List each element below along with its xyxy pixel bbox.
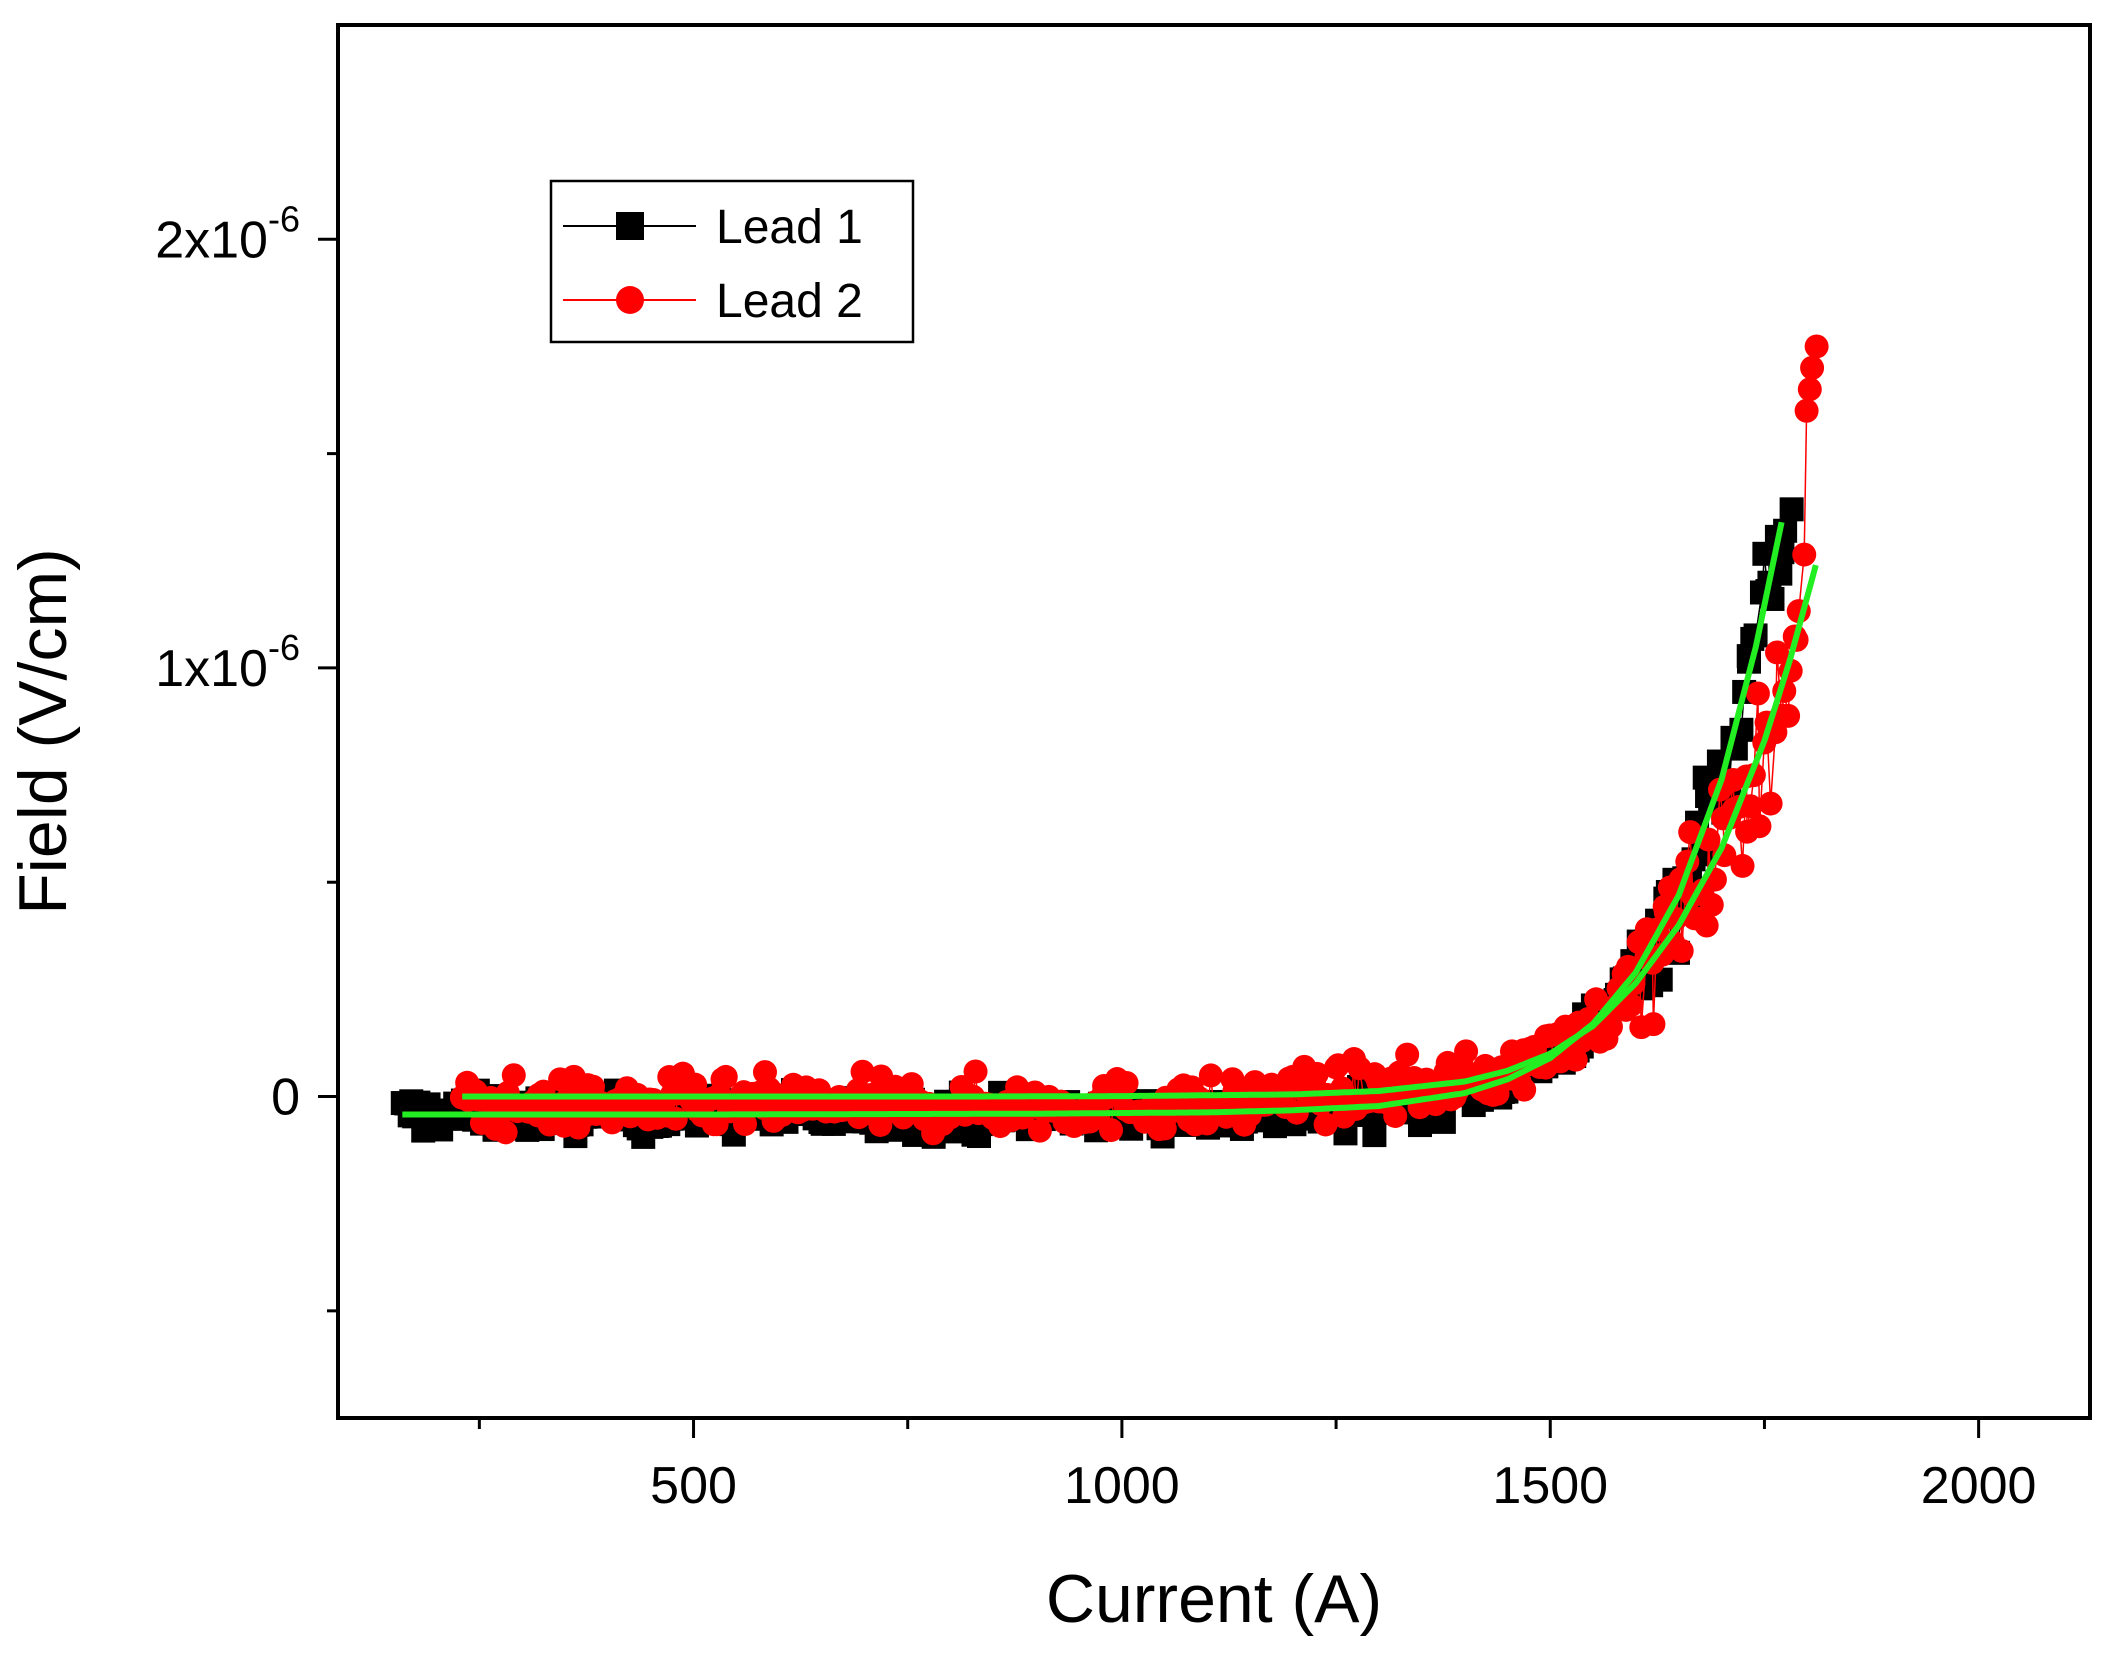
fit-curve [402,521,1785,1118]
data-point [963,1059,988,1084]
x-tick-label: 500 [650,1457,737,1515]
data-point [501,1063,526,1088]
data-point [1114,1070,1139,1095]
legend-marker-circle [616,286,644,314]
data-point [1765,640,1790,665]
data-point [1694,913,1719,938]
data-point [1792,542,1817,567]
plot-area-frame [336,23,2092,1420]
data-point [1641,1012,1666,1037]
data-point [1512,1077,1537,1102]
y-axis-title: Field (V/cm) [5,548,81,914]
legend: Lead 1 Lead 2 [549,179,915,344]
data-point [1362,1123,1387,1148]
data-point [1738,794,1763,819]
x-tick-label: 2000 [1921,1457,2037,1515]
series-lead-1 [390,497,1804,1149]
data-point [1304,1061,1329,1086]
legend-entry-lead-2: Lead 2 [563,275,863,328]
data-point [1776,703,1801,728]
data-point [1678,820,1703,845]
fit-curve [462,564,1819,1100]
data-point [1313,1112,1338,1137]
x-tick-label: 1000 [1064,1457,1180,1515]
data-point [1563,1047,1588,1072]
data-point [1454,1039,1479,1064]
data-point [1794,398,1819,423]
y-axis: 0 1x10-6 2x10-6 [155,198,338,1313]
data-point [1598,1014,1623,1039]
y-tick-label: 1x10-6 [155,627,300,698]
x-tick-label: 1500 [1492,1457,1608,1515]
data-point [1730,853,1755,878]
legend-box [549,179,915,344]
data-point [1099,1118,1124,1143]
x-axis-title: Current (A) [1046,1561,1382,1637]
data-point [1800,355,1825,380]
data-point [1669,938,1694,963]
data-point [1797,377,1822,402]
data-point [1699,892,1724,917]
data-point [1747,814,1772,839]
x-axis: 500 1000 1500 2000 [477,1418,2037,1515]
data-point [1584,987,1609,1012]
data-point [1758,791,1783,816]
data-point [1383,1103,1408,1128]
data-point [1395,1042,1420,1067]
data-point [493,1120,518,1145]
legend-entry-lead-1: Lead 1 [563,201,863,254]
y-tick-label: 2x10-6 [155,198,300,269]
legend-label-lead-2: Lead 2 [716,275,863,328]
legend-marker-square [616,212,644,240]
data-point [850,1059,875,1084]
data-point [1779,497,1804,522]
y-tick-label: 0 [271,1069,300,1127]
data-point [1198,1063,1223,1088]
data-point [1027,1118,1052,1143]
data-point [1619,993,1644,1018]
series-lead-2 [449,334,1829,1146]
data-point [1804,334,1829,359]
data-point [713,1064,738,1089]
legend-label-lead-1: Lead 1 [716,201,863,254]
data-point [1745,681,1770,706]
